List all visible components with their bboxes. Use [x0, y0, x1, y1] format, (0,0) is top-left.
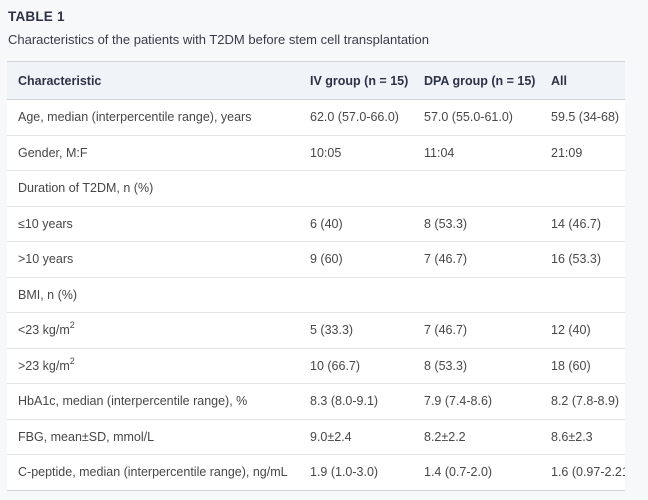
table-cell: 1.6 (0.97-2.21): [551, 465, 625, 480]
table-cell: 12 (40): [540, 312, 625, 349]
column-header-all: All: [540, 61, 625, 100]
table-cell: 10 (66.7): [299, 348, 413, 384]
table-row: >10 years 9 (60) 7 (46.7) 16 (53.3): [7, 241, 625, 278]
table-cell: 62.0 (57.0-66.0): [299, 99, 413, 136]
row-label: Duration of T2DM, n (%): [7, 170, 299, 207]
table-cell: 1.9 (1.0-3.0): [310, 465, 379, 480]
table-row: BMI, n (%): [7, 277, 625, 313]
table-cell: 8 (53.3): [413, 348, 540, 384]
table-row: HbA1c, median (interpercentile range), %…: [7, 383, 625, 420]
table-cell: 1.4 (0.7-2.0): [424, 465, 493, 480]
table-cell: 8.2 (7.8-8.9): [540, 383, 625, 420]
table-cell: 21:09: [540, 135, 625, 171]
table-cell: 9.0±2.4: [299, 419, 413, 455]
row-label: HbA1c, median (interpercentile range), %: [7, 383, 299, 420]
table-row: <23 kg/m2 5 (33.3) 7 (46.7) 12 (40): [7, 312, 625, 349]
table-row: C-peptide, median (interpercentile range…: [7, 455, 625, 491]
column-header-iv-group: IV group (n = 15): [299, 61, 413, 100]
row-label: C-peptide, median (interpercentile range…: [18, 465, 288, 480]
table-cell: 7.9 (7.4-8.6): [413, 383, 540, 420]
row-label: <23 kg/m2: [7, 312, 299, 349]
patient-characteristics-table: Characteristic IV group (n = 15) DPA gro…: [7, 61, 625, 491]
table-row: FBG, mean±SD, mmol/L 9.0±2.4 8.2±2.2 8.6…: [7, 419, 625, 455]
table-row: Gender, M:F 10:05 11:04 21:09: [7, 135, 625, 171]
table-cell: 57.0 (55.0-61.0): [413, 99, 540, 136]
superscript: 2: [69, 320, 75, 331]
table-cell: 8 (53.3): [413, 206, 540, 242]
row-label: BMI, n (%): [7, 277, 299, 313]
table-cell: [540, 170, 625, 207]
column-header-dpa-group: DPA group (n = 15): [413, 61, 540, 100]
table-label: TABLE 1: [8, 9, 65, 24]
table-cell: 9 (60): [299, 241, 413, 278]
superscript: 2: [69, 355, 75, 366]
row-label: Gender, M:F: [7, 135, 299, 171]
table-cell: 7 (46.7): [413, 241, 540, 278]
table-cell: 5 (33.3): [299, 312, 413, 349]
table-row: ≤10 years 6 (40) 8 (53.3) 14 (46.7): [7, 206, 625, 242]
table-cell: 8.2±2.2: [413, 419, 540, 455]
row-label: >10 years: [7, 241, 299, 278]
table-cell: 16 (53.3): [540, 241, 625, 278]
row-label: ≤10 years: [7, 206, 299, 242]
table-row: Age, median (interpercentile range), yea…: [7, 99, 625, 136]
table-cell: 8.6±2.3: [540, 419, 625, 455]
table-cell: 8.3 (8.0-9.1): [299, 383, 413, 420]
row-label-text: <23 kg/m: [18, 323, 70, 338]
table-cell: 59.5 (34-68): [540, 99, 625, 136]
table-cell: 18 (60): [540, 348, 625, 384]
table-cell: 10:05: [299, 135, 413, 171]
table-cell: 7 (46.7): [413, 312, 540, 349]
table-cell: 6 (40): [299, 206, 413, 242]
row-label-text: >23 kg/m: [18, 358, 70, 373]
table-caption: Characteristics of the patients with T2D…: [8, 32, 430, 47]
table-cell: [413, 277, 540, 313]
table-header-row: Characteristic IV group (n = 15) DPA gro…: [7, 61, 625, 100]
table-cell: [540, 277, 625, 313]
row-label: FBG, mean±SD, mmol/L: [7, 419, 299, 455]
table-row: Duration of T2DM, n (%): [7, 170, 625, 207]
table-row: >23 kg/m2 10 (66.7) 8 (53.3) 18 (60): [7, 348, 625, 384]
column-header-characteristic: Characteristic: [7, 61, 299, 100]
table-cell: [413, 170, 540, 207]
table-cell: [299, 170, 413, 207]
table-cell: 14 (46.7): [540, 206, 625, 242]
table-cell: [299, 277, 413, 313]
row-label: Age, median (interpercentile range), yea…: [7, 99, 299, 136]
table-cell: 11:04: [413, 135, 540, 171]
row-label: >23 kg/m2: [7, 348, 299, 384]
